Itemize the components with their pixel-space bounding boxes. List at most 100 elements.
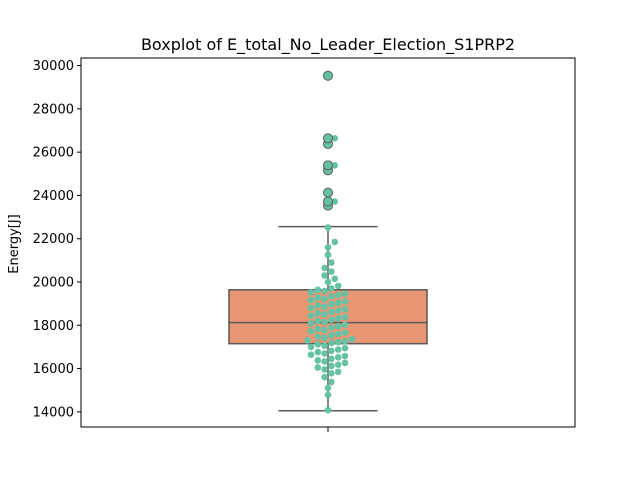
swarm-point	[341, 359, 349, 367]
swarm-point	[341, 290, 349, 297]
outlier-point	[323, 160, 333, 171]
swarm-point	[331, 238, 339, 246]
swarm-point	[328, 316, 335, 323]
swarm-point	[321, 303, 328, 310]
swarm-point	[334, 322, 342, 330]
swarm-point	[328, 362, 335, 370]
swarm-point	[328, 339, 335, 347]
swarm-point	[328, 331, 335, 339]
swarm-point	[341, 337, 349, 345]
swarm-point	[307, 351, 315, 359]
swarm-point	[328, 259, 335, 266]
swarm-point	[321, 366, 328, 373]
y-tick-label: 28000	[33, 102, 74, 117]
swarm-point	[321, 311, 328, 318]
swarm-point	[334, 354, 342, 361]
swarm-point	[341, 344, 349, 352]
y-tick-label: 24000	[33, 189, 74, 204]
swarm-point	[324, 224, 332, 231]
swarm-point	[328, 370, 335, 377]
swarm-point	[321, 334, 328, 342]
swarm-point	[307, 296, 315, 304]
swarm-point	[331, 198, 339, 205]
y-tick-label: 14000	[33, 405, 74, 420]
swarm-point	[321, 295, 328, 303]
swarm-point	[314, 357, 322, 364]
swarm-point	[341, 329, 349, 336]
swarm-point	[314, 333, 322, 340]
swarm-point	[307, 320, 315, 327]
swarm-point	[321, 358, 328, 365]
swarm-point	[321, 287, 328, 295]
y-tick-label: 20000	[33, 275, 74, 290]
swarm-point	[314, 294, 322, 301]
swarm-point	[314, 309, 322, 317]
swarm-point	[331, 134, 339, 142]
y-tick-label: 18000	[33, 319, 74, 334]
plot-area	[228, 70, 428, 414]
swarm-point	[314, 286, 322, 294]
swarm-point	[321, 326, 328, 334]
swarm-point	[348, 335, 356, 343]
outlier-layer	[323, 70, 333, 211]
swarm-point	[324, 391, 332, 399]
swarm-point	[321, 264, 328, 272]
swarm-point	[341, 298, 349, 305]
y-axis: 14000 16000 18000 20000 22000 24000 26000 28000…	[33, 59, 81, 420]
box-layer	[228, 225, 428, 412]
swarm-point	[307, 343, 315, 351]
swarm-point	[331, 162, 339, 169]
swarm-point	[334, 368, 342, 376]
swarm-point	[321, 342, 328, 349]
swarm-point	[307, 289, 315, 296]
outlier-point	[323, 70, 333, 81]
swarm-point	[328, 292, 335, 300]
outlier-point	[323, 187, 333, 198]
swarm-point	[328, 324, 335, 331]
swarm-point	[314, 364, 322, 371]
swarm-point	[334, 291, 342, 299]
swarm-point	[328, 347, 335, 355]
swarm-point	[321, 272, 328, 279]
swarm-point	[304, 337, 311, 344]
swarm-point	[324, 406, 332, 414]
swarm-point	[324, 384, 332, 392]
swarm-point	[321, 318, 328, 326]
swarm-point	[328, 285, 335, 292]
swarm-point	[334, 361, 342, 368]
swarm-point	[328, 268, 335, 275]
swarm-point	[314, 341, 322, 348]
swarm-point	[334, 338, 342, 346]
swarm-point	[321, 373, 328, 381]
swarm-point	[341, 321, 349, 329]
swarm-point	[307, 312, 315, 320]
y-tick-label: 22000	[33, 232, 74, 247]
swarm-point	[328, 300, 335, 308]
swarm-point	[307, 304, 315, 312]
outlier-point	[323, 196, 333, 207]
swarm-point	[334, 307, 342, 314]
chart-title: Boxplot of E_total_No_Leader_Election_S1…	[141, 35, 515, 55]
swarm-point	[334, 330, 342, 338]
swarm-point	[307, 328, 315, 335]
y-tick-label: 16000	[33, 362, 74, 377]
swarm-point	[334, 282, 342, 290]
swarm-point	[341, 313, 349, 321]
swarm-point	[314, 317, 322, 325]
swarm-point	[324, 278, 332, 286]
swarm-point	[334, 346, 342, 353]
swarm-point	[334, 315, 342, 322]
swarm-point	[328, 378, 335, 386]
swarm-point	[341, 305, 349, 313]
swarm-point	[321, 350, 328, 357]
swarm-point	[314, 348, 322, 356]
swarm-point	[324, 251, 332, 259]
box-iqr	[228, 289, 428, 345]
y-axis-label: Energy[J]	[7, 214, 22, 274]
y-tick-label: 30000	[33, 59, 74, 74]
swarm-point	[341, 352, 349, 360]
swarm-point	[334, 299, 342, 307]
swarm-point	[328, 308, 335, 316]
